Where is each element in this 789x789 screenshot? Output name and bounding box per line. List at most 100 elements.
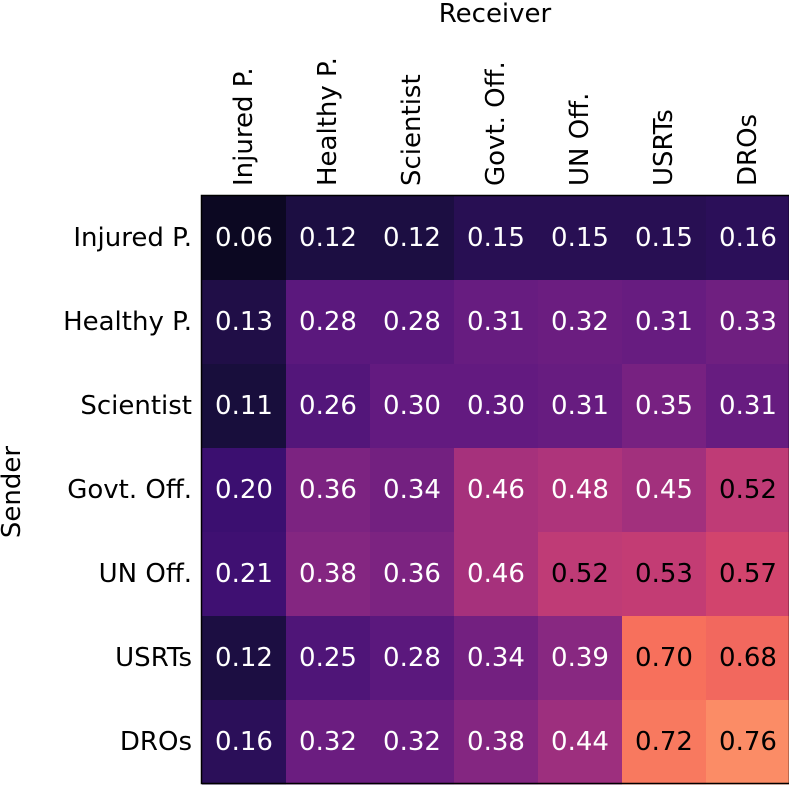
heatmap-cell: [538, 280, 623, 365]
cell-value-label: 0.31: [635, 307, 693, 337]
plot-frame: [200, 194, 789, 785]
heatmap-cell: [370, 700, 455, 785]
heatmap-cell: [538, 532, 623, 617]
cell-value-label: 0.32: [299, 727, 357, 757]
cell-value-label: 0.46: [467, 475, 525, 505]
heatmap-cell: [454, 532, 539, 617]
cell-value-label: 0.52: [551, 559, 609, 589]
heatmap-cell: [202, 364, 287, 449]
heatmap-cell: [706, 280, 789, 365]
heatmap-cell: [286, 280, 371, 365]
cell-value-label: 0.30: [467, 391, 525, 421]
cell-value-label: 0.53: [635, 559, 693, 589]
heatmap-cell: [454, 448, 539, 533]
heatmap-cell: [706, 532, 789, 617]
heatmap-cell: [622, 280, 707, 365]
heatmap-cell: [286, 700, 371, 785]
heatmap-cell: [454, 700, 539, 785]
cell-value-label: 0.52: [719, 475, 777, 505]
cell-value-label: 0.25: [299, 643, 357, 673]
x-tick-label: USRTs: [649, 109, 679, 186]
x-tick-label: DROs: [733, 114, 763, 186]
y-tick-label: UN Off.: [99, 559, 192, 589]
cell-value-label: 0.46: [467, 559, 525, 589]
heatmap-cell: [454, 196, 539, 281]
heatmap-cell: [622, 700, 707, 785]
heatmap-cell: [706, 700, 789, 785]
cell-value-label: 0.06: [215, 223, 273, 253]
cell-value-label: 0.33: [719, 307, 777, 337]
heatmap-cell: [286, 196, 371, 281]
heatmap-cell: [538, 448, 623, 533]
cell-value-label: 0.34: [383, 475, 441, 505]
cell-value-label: 0.36: [299, 475, 357, 505]
cell-value-label: 0.11: [215, 391, 273, 421]
cell-value-label: 0.48: [551, 475, 609, 505]
cell-value-label: 0.16: [215, 727, 273, 757]
cell-value-label: 0.28: [299, 307, 357, 337]
cell-value-label: 0.20: [215, 475, 273, 505]
heatmap-cell: [622, 616, 707, 701]
y-tick-label: DROs: [120, 727, 192, 757]
heatmap-cell-labels: 0.06 0.12 0.12 0.15 0.15 0.15 0.16 0.13 0.28 0.28…: [215, 223, 777, 757]
cell-value-label: 0.35: [635, 391, 693, 421]
y-axis-title: Sender: [0, 446, 27, 538]
cell-value-label: 0.28: [383, 643, 441, 673]
heatmap-cell: [706, 448, 789, 533]
heatmap-cell: [454, 616, 539, 701]
heatmap-cell: [370, 448, 455, 533]
y-tick-label: Govt. Off.: [67, 475, 192, 505]
y-tick-label: Scientist: [80, 391, 192, 421]
heatmap-cell: [706, 364, 789, 449]
heatmap-cell: [286, 364, 371, 449]
heatmap-cell: [538, 700, 623, 785]
cell-value-label: 0.76: [719, 727, 777, 757]
heatmap-cell: [454, 280, 539, 365]
cell-value-label: 0.44: [551, 727, 609, 757]
heatmap-cell: [622, 448, 707, 533]
heatmap-cells: [202, 196, 789, 785]
x-tick-label: Healthy P.: [313, 57, 343, 186]
cell-value-label: 0.31: [467, 307, 525, 337]
y-tick-label: USRTs: [115, 643, 192, 673]
y-tick-labels: Injured P. Healthy P. Scientist Govt. Off. U…: [63, 223, 192, 757]
heatmap-cell: [202, 196, 287, 281]
x-axis-title: Receiver: [439, 0, 552, 29]
cell-value-label: 0.31: [551, 391, 609, 421]
cell-value-label: 0.12: [215, 643, 273, 673]
cell-value-label: 0.16: [719, 223, 777, 253]
cell-value-label: 0.39: [551, 643, 609, 673]
heatmap-cell: [202, 448, 287, 533]
y-tick-label: Healthy P.: [63, 307, 192, 337]
y-tick-label: Injured P.: [73, 223, 192, 253]
cell-value-label: 0.15: [635, 223, 693, 253]
heatmap-cell: [202, 532, 287, 617]
cell-value-label: 0.32: [551, 307, 609, 337]
heatmap-cell: [538, 364, 623, 449]
heatmap-cell: [370, 616, 455, 701]
heatmap-cell: [370, 280, 455, 365]
heatmap-cell: [538, 616, 623, 701]
heatmap-cell: [202, 280, 287, 365]
cell-value-label: 0.38: [467, 727, 525, 757]
heatmap-cell: [622, 532, 707, 617]
heatmap-cell: [202, 616, 287, 701]
heatmap-cell: [370, 532, 455, 617]
heatmap-cell: [286, 448, 371, 533]
heatmap-cell: [706, 196, 789, 281]
heatmap-cell: [286, 616, 371, 701]
cell-value-label: 0.15: [467, 223, 525, 253]
cell-value-label: 0.31: [719, 391, 777, 421]
x-tick-label: Injured P.: [229, 67, 259, 186]
heatmap-cell: [286, 532, 371, 617]
heatmap-cell: [454, 364, 539, 449]
cell-value-label: 0.21: [215, 559, 273, 589]
heatmap-cell: [370, 196, 455, 281]
heatmap-cell: [622, 364, 707, 449]
heatmap-cell: [538, 196, 623, 281]
cell-value-label: 0.36: [383, 559, 441, 589]
cell-value-label: 0.32: [383, 727, 441, 757]
cell-value-label: 0.13: [215, 307, 273, 337]
cell-value-label: 0.28: [383, 307, 441, 337]
